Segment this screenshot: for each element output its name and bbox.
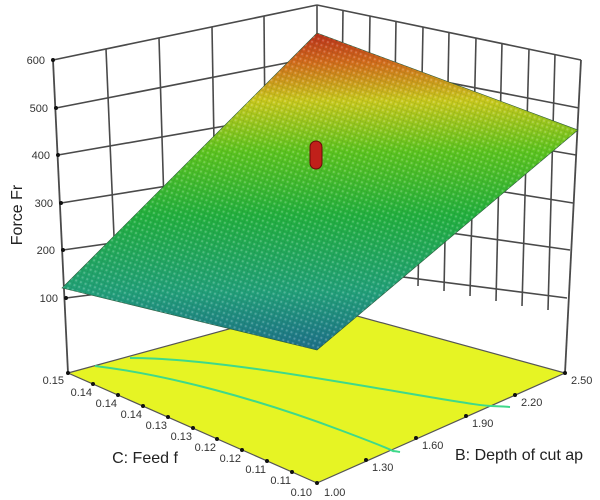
z-tick-300: 300 [35,198,53,210]
contour-line-2 [129,357,511,408]
feed-tick: 0.12 [195,442,216,454]
depth-tick: 1.00 [324,487,345,499]
feed-axis-title: C: Feed f [112,450,178,467]
depth-axis: 1.00 1.30 1.60 1.90 2.20 2.50 B: Depth o… [324,371,592,499]
depth-tick: 1.30 [372,462,393,474]
feed-tick: 0.13 [171,431,192,443]
feed-tick: 0.12 [220,453,241,465]
z-axis-title: Force Fr [9,184,26,245]
z-tick-400: 400 [32,150,50,162]
feed-tick: 0.15 [43,375,64,387]
feed-tick: 0.10 [291,487,312,499]
feed-axis: 0.15 0.14 0.14 0.14 0.13 0.13 0.12 0.12 … [43,371,319,499]
depth-tick: 2.20 [521,397,542,409]
depth-tick: 1.60 [422,440,443,452]
z-tick-200: 200 [37,245,55,257]
depth-axis-title: B: Depth of cut ap [455,447,583,464]
feed-tick: 0.11 [270,475,291,487]
feed-tick: 0.14 [71,387,92,399]
depth-tick: 1.90 [472,418,493,430]
response-surface [61,32,579,351]
design-point-marker [309,140,323,170]
feed-tick: 0.14 [121,409,142,421]
feed-tick: 0.13 [146,420,167,432]
depth-tick: 2.50 [571,375,592,387]
feed-tick: 0.11 [245,464,266,476]
z-tick-600: 600 [27,55,45,67]
contour-line-1 [94,365,401,453]
z-tick-100: 100 [40,293,58,305]
z-tick-500: 500 [30,103,48,115]
z-axis: 600 500 400 300 200 100 Force Fr [9,55,582,374]
feed-tick: 0.14 [96,398,117,410]
